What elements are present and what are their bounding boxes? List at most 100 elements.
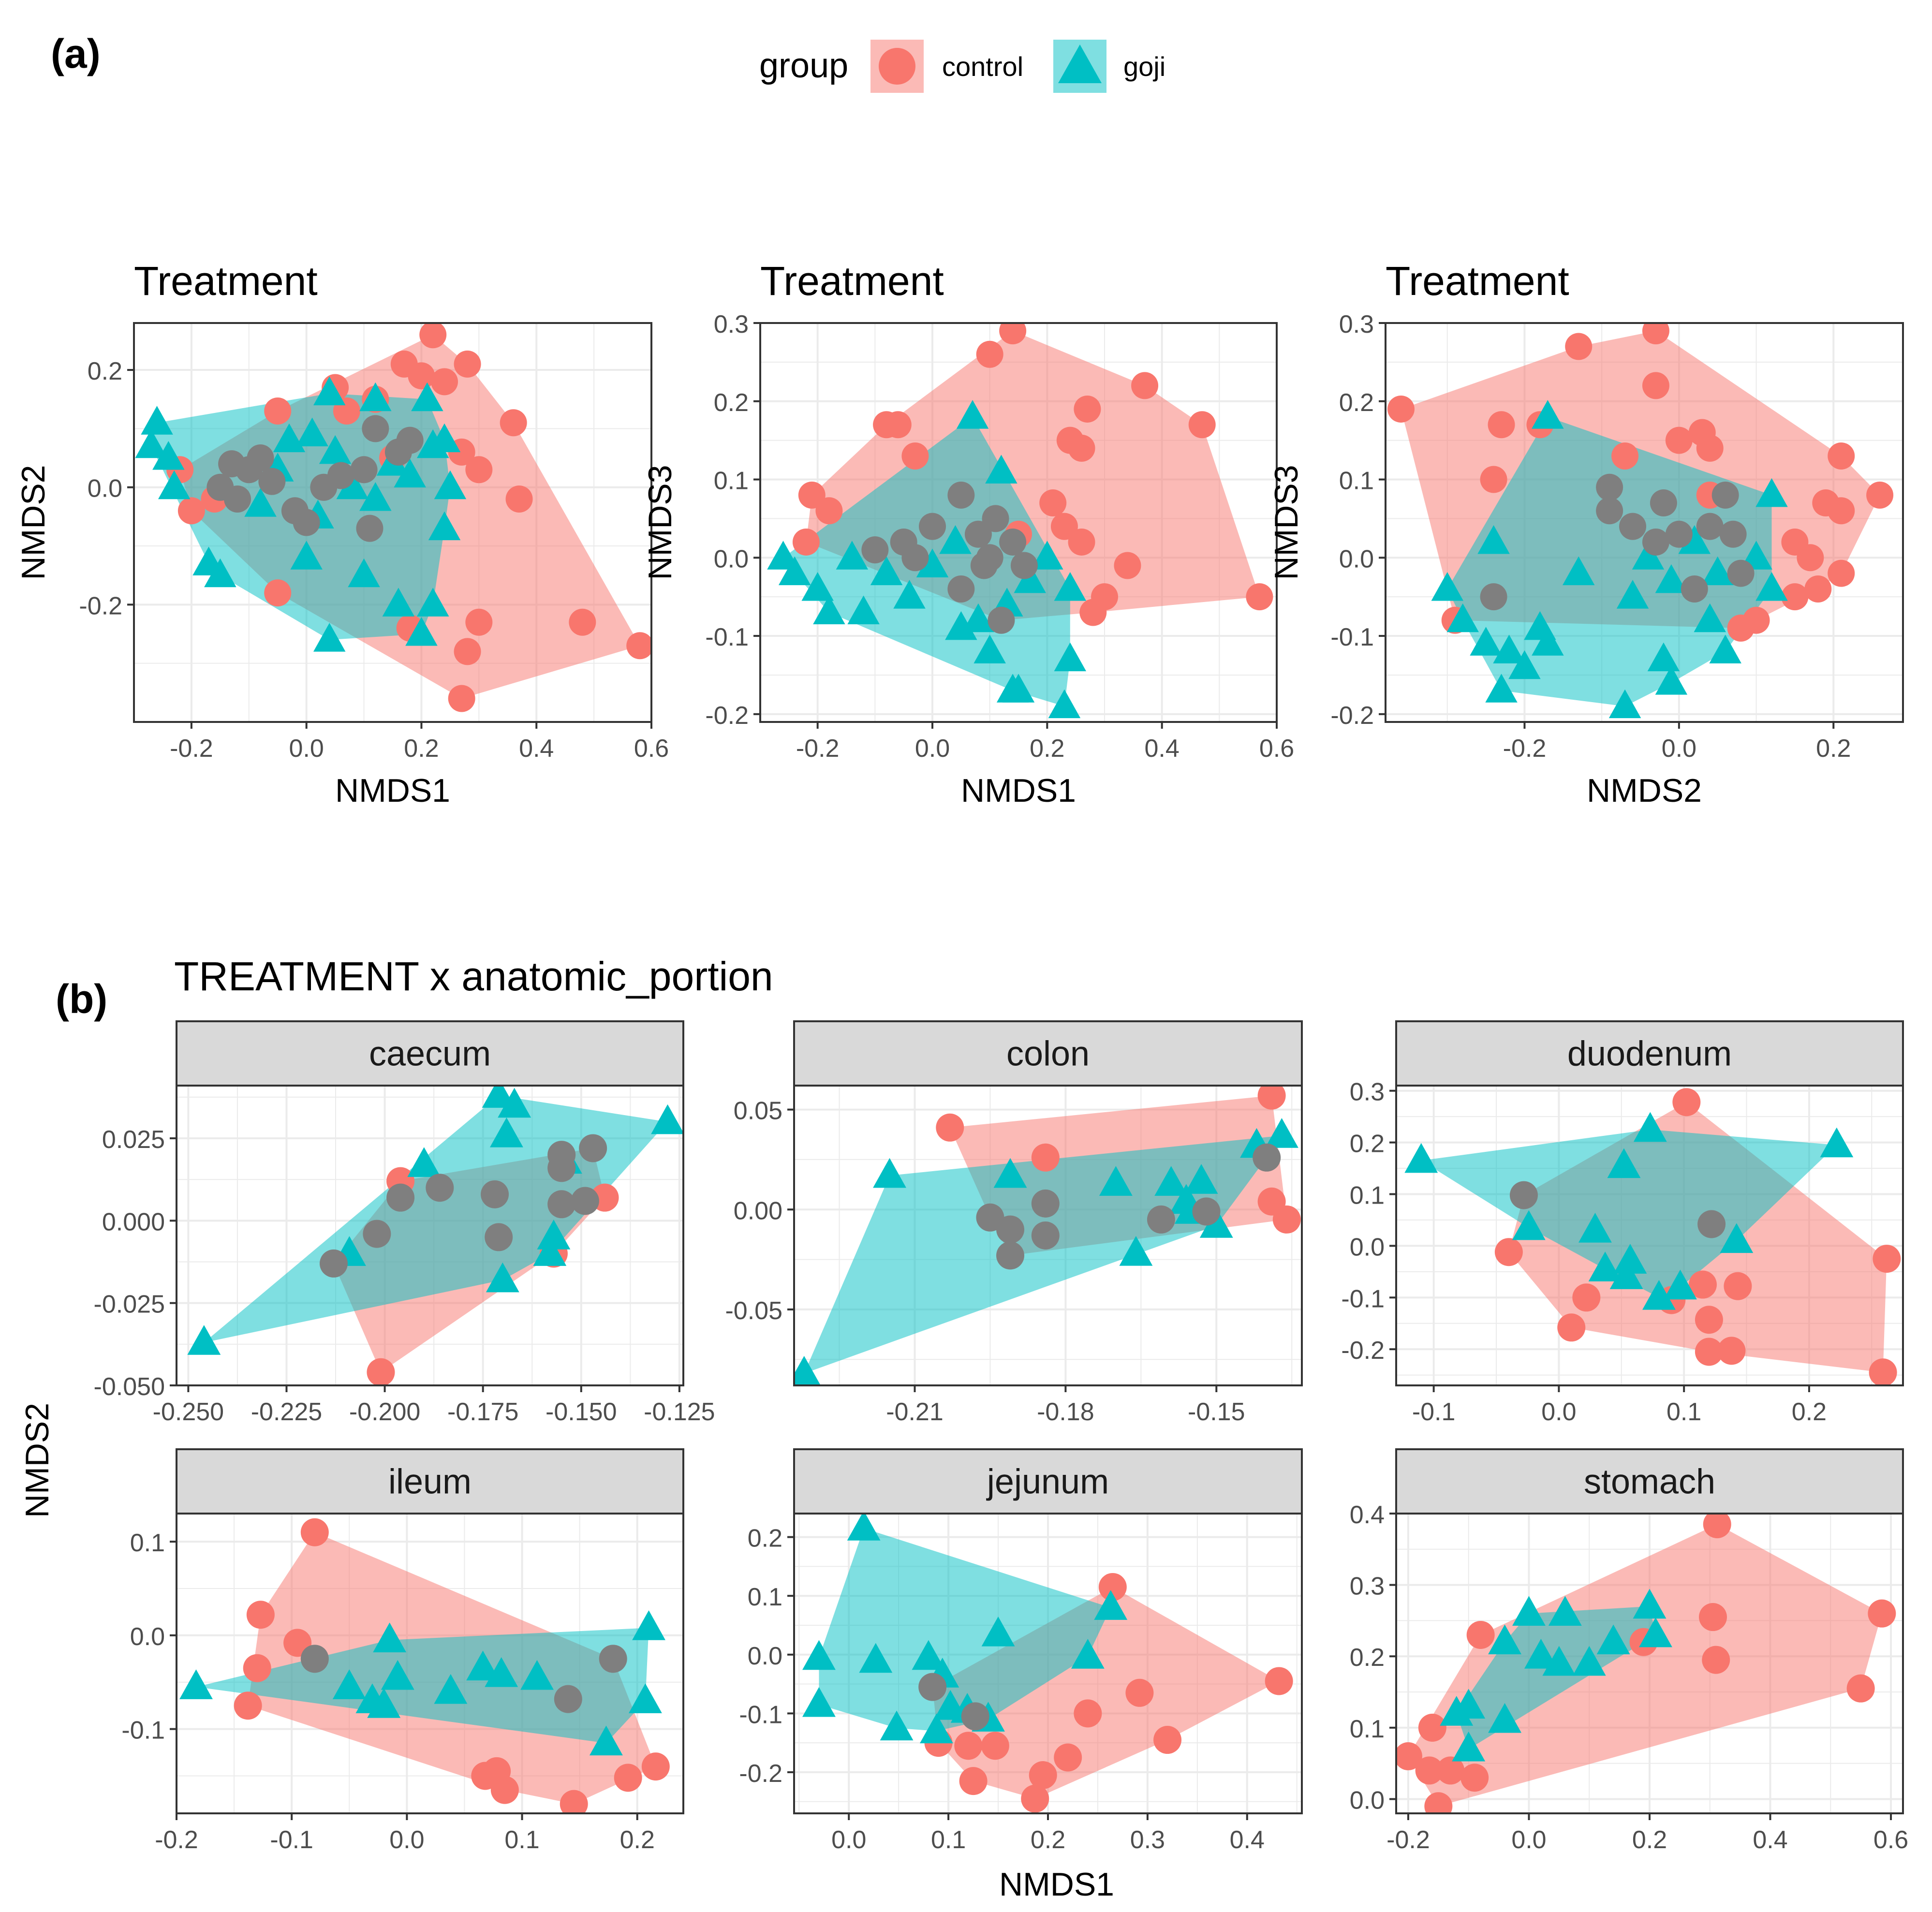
- x-tick-label: -0.2: [1386, 1826, 1430, 1854]
- point-goji: [802, 1687, 836, 1717]
- point-overlap: [547, 1190, 576, 1219]
- point-control: [901, 442, 929, 470]
- x-tick-label: 0.1: [504, 1826, 539, 1854]
- point-goji: [1446, 603, 1479, 632]
- point-control: [1572, 1283, 1601, 1312]
- point-goji: [778, 556, 811, 586]
- point-goji: [1048, 689, 1081, 719]
- point-control: [1098, 1573, 1127, 1601]
- point-overlap: [919, 513, 946, 540]
- x-tick-label: 0.0: [831, 1826, 866, 1854]
- point-control: [1466, 1620, 1495, 1649]
- point-goji: [589, 1725, 623, 1756]
- point-control: [1415, 1756, 1444, 1785]
- point-goji: [1542, 1646, 1576, 1676]
- y-tick-label: 0.2: [1339, 389, 1374, 417]
- point-goji: [1054, 572, 1087, 601]
- x-tick-label: 0.0: [389, 1826, 424, 1854]
- point-overlap: [1596, 497, 1623, 525]
- point-control: [999, 323, 1027, 345]
- point-control: [1866, 481, 1894, 509]
- point-control: [641, 1752, 670, 1781]
- point-overlap: [901, 544, 929, 572]
- point-goji: [985, 455, 1018, 484]
- hull-control: [1408, 1524, 1882, 1807]
- point-goji: [135, 429, 167, 458]
- point-goji: [485, 1657, 518, 1687]
- point-control: [1665, 427, 1693, 454]
- panel-border: [1385, 322, 1904, 723]
- point-goji: [466, 1650, 500, 1681]
- y-tick-label: -0.1: [1330, 623, 1374, 651]
- y-tick-label: 0.1: [130, 1529, 165, 1557]
- point-control: [1460, 1764, 1489, 1792]
- y-tick-label: 0.4: [1350, 1501, 1385, 1529]
- data-layer: [1396, 1514, 1896, 1813]
- point-goji: [1613, 1244, 1647, 1274]
- point-control: [1672, 1088, 1701, 1117]
- panel-b-y-axis-title: NMDS2: [19, 1403, 56, 1518]
- legend-symbol-control: [879, 48, 915, 85]
- x-tick-label: 0.2: [1030, 735, 1064, 763]
- y-tick-label: 0.0: [748, 1642, 782, 1670]
- y-tick-label: -0.2: [79, 592, 122, 620]
- data-layer: [802, 1514, 1293, 1813]
- point-control: [1696, 434, 1724, 462]
- point-control: [1557, 1313, 1586, 1342]
- point-control: [1703, 1514, 1731, 1539]
- y-tick-label: 0.00: [734, 1197, 782, 1225]
- point-control: [1054, 1743, 1082, 1772]
- point-control: [1418, 1713, 1446, 1742]
- point-overlap: [1192, 1197, 1221, 1226]
- point-goji: [1607, 1148, 1641, 1178]
- point-goji: [152, 441, 185, 470]
- y-tick-label: 0.2: [714, 389, 749, 417]
- x-axis-title: NMDS2: [1587, 772, 1702, 809]
- point-control: [1565, 333, 1593, 360]
- point-goji: [313, 376, 346, 406]
- data-layer: [179, 1518, 670, 1813]
- plot-area: -0.2 0.0 0.2 0.4 0.6-0.20.00.2TreatmentNMDS1…: [15, 258, 1908, 1854]
- point-overlap: [970, 552, 998, 579]
- y-tick-label: 0.3: [1350, 1078, 1385, 1106]
- point-goji: [520, 1660, 554, 1690]
- data-layer: [767, 323, 1273, 719]
- x-tick-label: 0.4: [1230, 1826, 1265, 1854]
- point-overlap: [293, 509, 320, 536]
- y-tick-label: 0.2: [748, 1525, 782, 1553]
- point-goji: [411, 382, 443, 412]
- point-control: [614, 1764, 642, 1792]
- point-goji: [394, 458, 426, 487]
- point-control: [300, 1518, 329, 1546]
- x-tick-label: 0.3: [1130, 1826, 1165, 1854]
- point-goji: [290, 541, 323, 570]
- point-goji: [1588, 1251, 1622, 1281]
- point-goji: [158, 470, 191, 500]
- y-tick-label: -0.2: [1341, 1337, 1385, 1365]
- point-goji: [1452, 1689, 1486, 1719]
- point-goji: [859, 1643, 893, 1673]
- point-goji: [1199, 1208, 1233, 1238]
- point-control: [954, 1732, 983, 1760]
- y-tick-label: -0.2: [1330, 702, 1374, 730]
- point-goji: [847, 595, 880, 625]
- point-overlap: [350, 456, 378, 484]
- point-control: [490, 1776, 519, 1804]
- legend-symbol-goji: [1058, 44, 1102, 83]
- point-goji: [993, 1158, 1027, 1188]
- point-overlap: [224, 485, 251, 513]
- y-tick-label: 0.0: [1350, 1233, 1385, 1261]
- x-tick-label: -0.175: [447, 1398, 518, 1426]
- point-overlap: [999, 528, 1027, 556]
- point-overlap: [362, 415, 389, 442]
- x-tick-label: -0.225: [251, 1398, 322, 1426]
- y-tick-label: 0.1: [714, 467, 749, 495]
- x-tick-label: 0.1: [1667, 1398, 1701, 1426]
- x-tick-label: -0.2: [170, 735, 213, 763]
- x-axis-title: NMDS1: [961, 772, 1076, 809]
- chart-panel-3: -0.250 -0.225 -0.200 -0.175 -0.150 -0.125 -0.0…: [94, 1020, 715, 1426]
- point-goji: [313, 623, 346, 652]
- y-tick-label: -0.1: [739, 1701, 782, 1729]
- y-axis-title: NMDS3: [642, 465, 678, 580]
- point-goji: [1512, 1596, 1546, 1626]
